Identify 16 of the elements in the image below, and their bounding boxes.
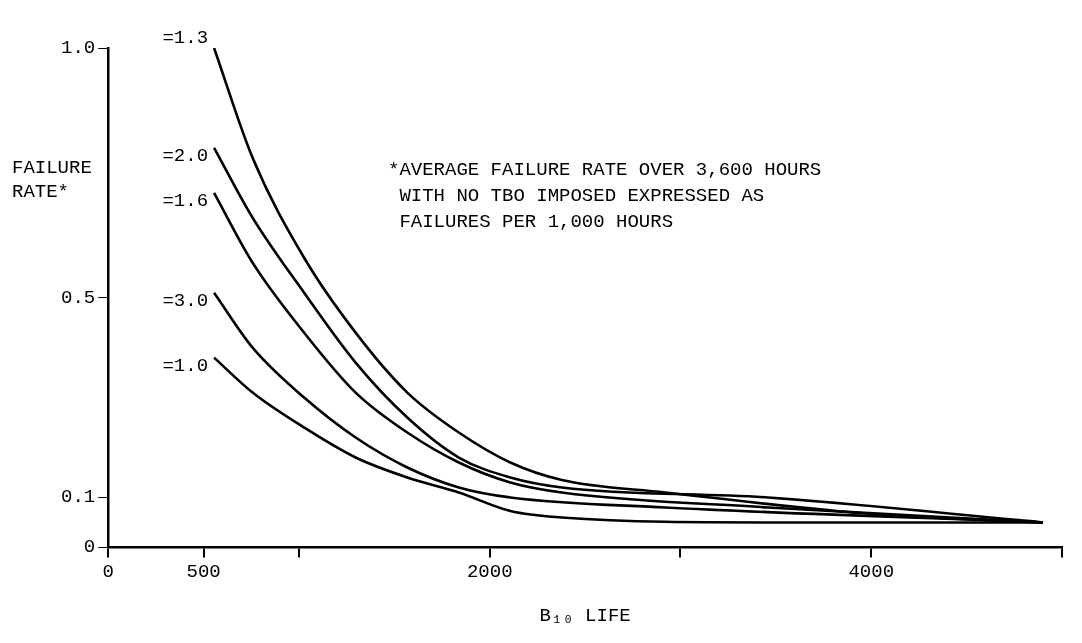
y-tick-label: 0 (83, 536, 96, 559)
y-tick-label: 0.1 (60, 486, 96, 509)
series-label: =1.0 (162, 354, 209, 377)
x-tick-label: 0 (102, 560, 114, 583)
y-tick-label: 0.5 (60, 286, 96, 309)
series-label: =2.0 (162, 144, 209, 167)
series-label: =3.0 (162, 289, 209, 312)
y-tick-label: 1.0 (60, 37, 96, 60)
x-axis-title: B₁₀ LIFE (539, 604, 631, 627)
x-tick-label: 500 (186, 560, 221, 583)
series-label: =1.6 (162, 189, 209, 212)
annotation: *AVERAGE FAILURE RATE OVER 3,600 HOURS WITH NO TBO IMPOSED EXPRESSED AS FAILURES PER 1,000 HOURS (388, 159, 822, 234)
y-axis-title: FAILURE RATE* (12, 157, 92, 204)
x-tick-label: 4000 (848, 560, 895, 583)
x-tick-label: 2000 (466, 560, 513, 583)
series-label: =1.3 (162, 27, 209, 50)
